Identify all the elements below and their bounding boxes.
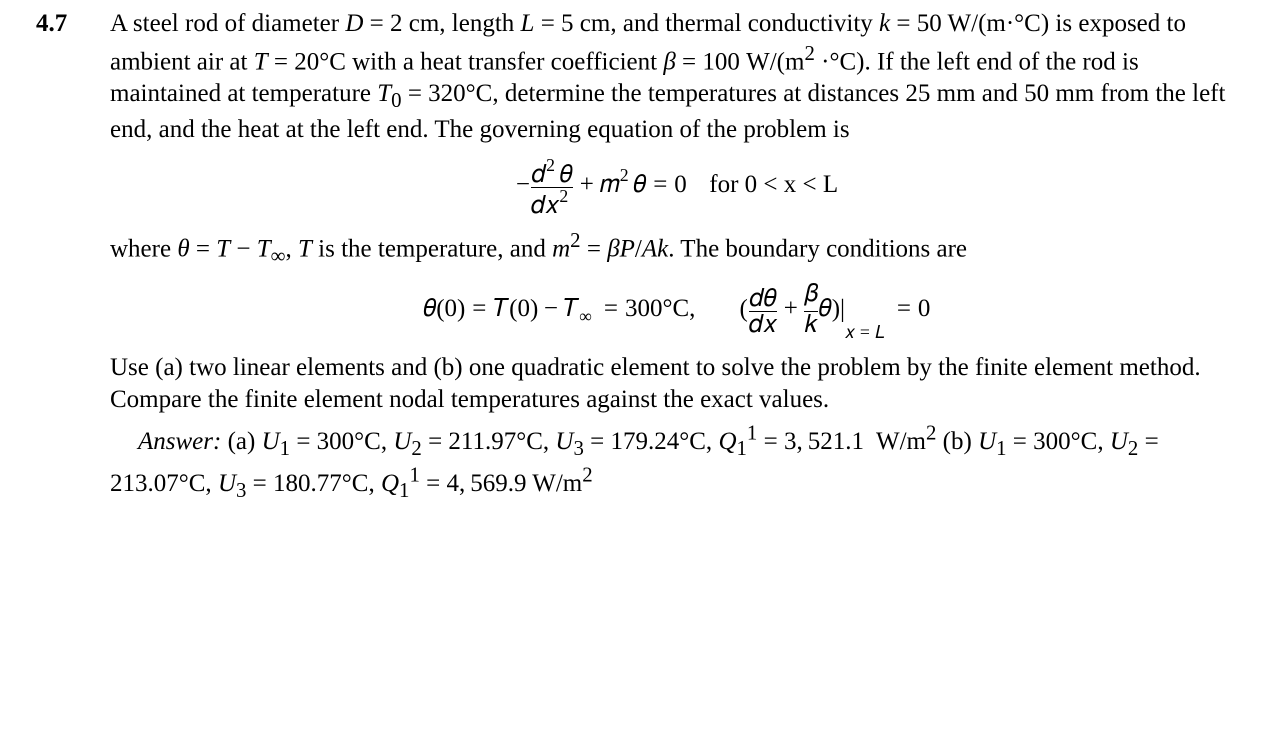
governing-equation: − d2θ dx2 + m2θ =0 for 0 < x < L [110, 160, 1244, 213]
problem-statement: A steel rod of diameter D = 2 cm, length… [110, 8, 1244, 146]
tail-text: Use (a) two linear elements and (b) one … [110, 352, 1244, 416]
problem-number: 4.7 [36, 8, 110, 40]
page: 4.7 A steel rod of diameter D = 2 cm, le… [0, 0, 1280, 734]
eq1-trail: for 0 < x < L [709, 174, 838, 192]
mid-text: where θ = T − T∞, T is the temperature, … [110, 227, 1244, 269]
answer-line: Answer: (a) U1 = 300°C, U2 = 211.97°C, U… [110, 420, 1244, 504]
problem-body: A steel rod of diameter D = 2 cm, length… [110, 8, 1244, 508]
problem-block: 4.7 A steel rod of diameter D = 2 cm, le… [36, 8, 1244, 508]
answer-text: Answer: (a) U1 = 300°C, U2 = 211.97°C, U… [110, 428, 1159, 497]
boundary-conditions: θ(0) = T(0) − T∞ = 300°C, ( dθ [110, 283, 1244, 337]
